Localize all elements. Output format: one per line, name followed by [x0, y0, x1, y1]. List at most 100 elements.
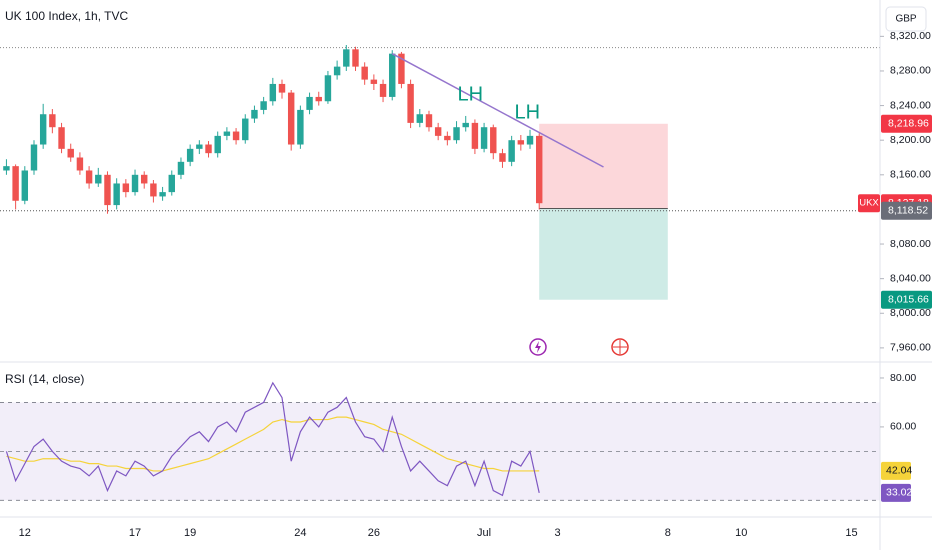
stop-tag-label: 8,218.96 [888, 118, 929, 130]
candle-body [434, 127, 442, 136]
candle-body [361, 66, 368, 80]
target-zone [539, 208, 668, 300]
stop-tag [881, 114, 932, 133]
candle-body [223, 131, 231, 136]
candle-body [480, 127, 488, 149]
candle-body [159, 192, 166, 197]
plot: LH LH [0, 45, 880, 501]
candle-body [306, 96, 313, 110]
candle-body [251, 109, 258, 119]
x-tick-label: 12 [19, 527, 31, 539]
y-tick-label: 8,320.00 [890, 30, 931, 42]
price-line-tag [881, 201, 932, 220]
candle-body [104, 174, 111, 206]
event-icon[interactable] [529, 338, 547, 356]
x-tick-label: Jul [477, 527, 491, 539]
rsi-line [6, 416, 540, 472]
candle-body [39, 114, 47, 145]
candle-body [453, 127, 460, 141]
candle-body [269, 83, 277, 102]
y-tick-label: 80.00 [890, 372, 916, 384]
candle-body [30, 144, 38, 171]
candle-body [76, 157, 84, 171]
candle-body [168, 174, 175, 193]
candle-body [389, 53, 396, 97]
candle-body [242, 118, 249, 141]
candle-body [508, 140, 515, 162]
currency[interactable]: GBP [895, 14, 916, 25]
candle-body [398, 53, 405, 84]
annotation: LH [514, 102, 540, 124]
candle-body [49, 114, 56, 128]
candle-body [113, 183, 120, 206]
candle-body [287, 92, 295, 145]
currency-button[interactable] [885, 6, 927, 32]
candle-body [278, 83, 286, 93]
target-tag [881, 290, 932, 309]
y-tick-label: 7,960.00 [890, 342, 931, 354]
y-tick-label: 8,160.00 [890, 169, 931, 181]
candle-body [444, 135, 451, 141]
annotation: LH [458, 83, 484, 105]
candle-body [95, 174, 102, 184]
candle-body [205, 144, 212, 154]
candle-body [490, 127, 497, 154]
candle-body [21, 170, 29, 201]
candle-body [471, 122, 479, 149]
x-tick-label: 26 [368, 527, 380, 539]
price-line-tag-label: 8,118.52 [888, 204, 928, 216]
candle-body [141, 174, 148, 184]
candle-body [131, 174, 139, 193]
candle-body [186, 148, 194, 162]
candle-body [499, 153, 506, 162]
candle-body [85, 170, 93, 184]
candle-body [425, 114, 433, 128]
y-tick-label: 8,040.00 [890, 272, 931, 284]
candle-body [177, 161, 185, 175]
candle-body [196, 144, 203, 149]
rsi-tag [881, 483, 911, 502]
event-icon[interactable] [611, 338, 629, 356]
candle-body [214, 135, 221, 154]
candle-body [407, 83, 414, 123]
rsi-tag-label: 33.02 [886, 487, 912, 499]
candle-body [150, 183, 157, 197]
candle-body [379, 83, 387, 97]
axis-panel [880, 0, 932, 550]
y-tick-label: 8,240.00 [890, 99, 931, 111]
symbol-tag [858, 194, 880, 213]
candle-body [315, 96, 322, 102]
y-tick-label: 8,080.00 [890, 238, 931, 250]
y-tick-label: 8,280.00 [890, 65, 931, 77]
candle-body [526, 135, 534, 145]
candle-body [517, 140, 525, 145]
y-tick-label: 8,000.00 [890, 307, 931, 319]
x-tick-label: 17 [129, 527, 141, 539]
candle-body [462, 122, 469, 128]
chart-title: UK 100 Index, 1h, TVC [5, 9, 129, 23]
candle-body [67, 148, 74, 158]
candle-body [535, 135, 543, 204]
candle-body [352, 49, 359, 67]
rsi-tag-label: 42.04 [886, 465, 912, 477]
y-tick-label: 60.00 [890, 421, 916, 433]
symbol-label: UKX [859, 198, 879, 209]
target-tag-label: 8,015.66 [888, 293, 929, 305]
candle-body [12, 166, 19, 201]
y-tick-label: 8,200.00 [890, 134, 931, 146]
candle-body [333, 66, 341, 76]
candle-body [122, 183, 130, 193]
candle-body [232, 131, 240, 141]
x-tick-label: 19 [184, 527, 196, 539]
x-tick-label: 8 [665, 527, 671, 539]
x-tick-label: 3 [555, 527, 561, 539]
candle-body [416, 114, 424, 123]
rsi-line [5, 381, 540, 497]
x-tick-label: 10 [735, 527, 747, 539]
x-tick-label: 15 [845, 527, 857, 539]
candle-body [343, 49, 350, 67]
rsi-tag [881, 461, 911, 480]
candle-body [260, 101, 267, 110]
